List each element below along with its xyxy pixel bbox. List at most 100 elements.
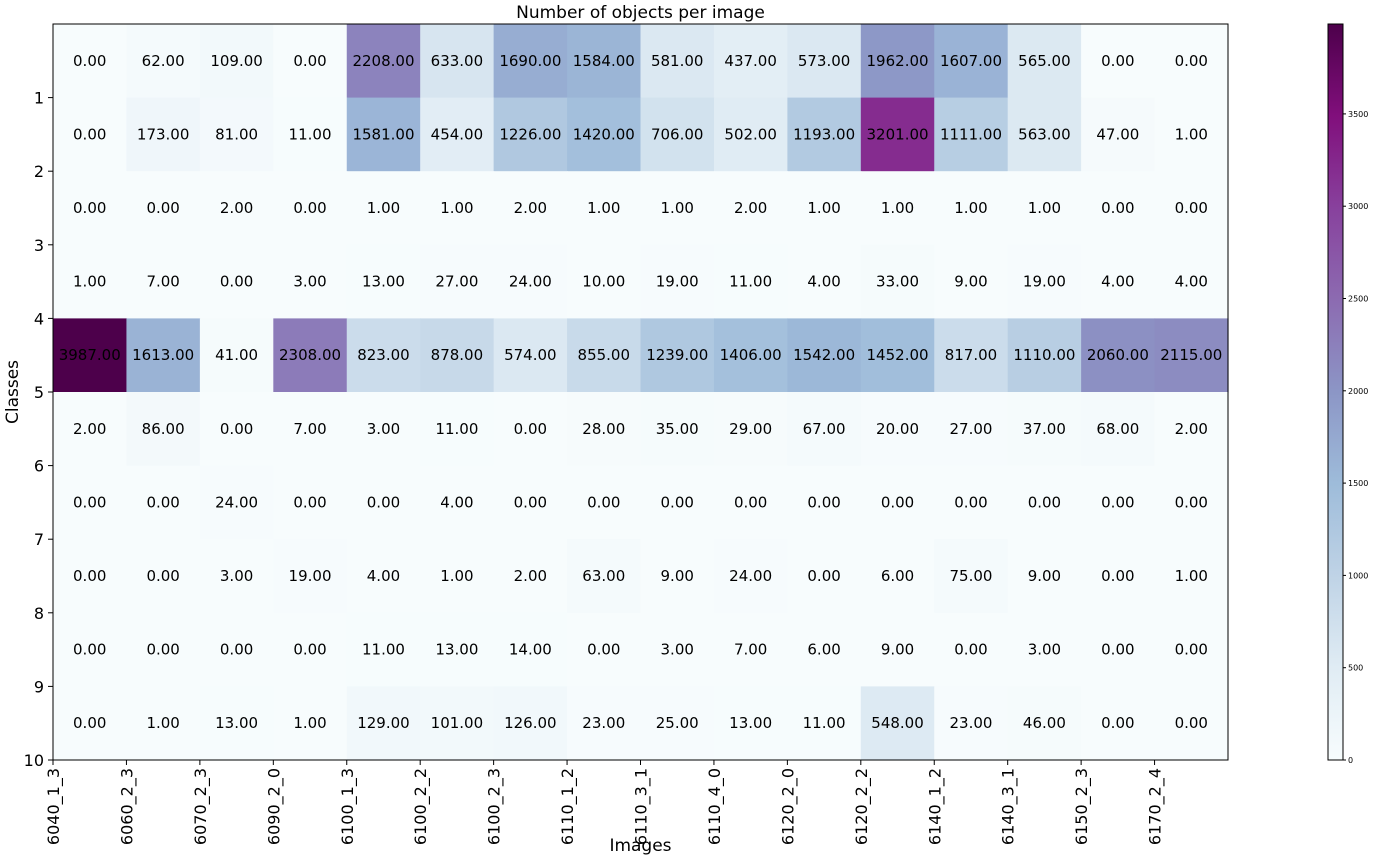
heatmap-cell	[273, 171, 348, 246]
cell-value-label: 6.00	[881, 567, 914, 585]
cell-value-label: 1.00	[440, 199, 473, 217]
x-tick-label: 6070_2_3	[191, 768, 211, 845]
heatmap-cell	[860, 97, 935, 172]
cell-value-label: 0.00	[661, 493, 694, 511]
cell-value-label: 1452.00	[867, 346, 929, 364]
heatmap-cell	[787, 686, 862, 761]
cell-value-label: 14.00	[509, 641, 552, 659]
cell-value-label: 1239.00	[646, 346, 708, 364]
heatmap-cell	[53, 24, 128, 99]
heatmap-cell	[640, 171, 715, 246]
y-tick-label: 5	[34, 383, 44, 402]
x-tick-label: 6060_2_3	[117, 768, 137, 845]
cell-value-label: 0.00	[73, 714, 106, 732]
x-tick-label: 6120_2_2	[852, 768, 872, 845]
cell-value-label: 0.00	[73, 125, 106, 143]
heatmap-cell	[640, 318, 715, 393]
heatmap-cell	[713, 97, 788, 172]
cell-value-label: 0.00	[1175, 714, 1208, 732]
heatmap-cells	[53, 24, 1229, 761]
cell-value-label: 1.00	[1175, 125, 1208, 143]
cell-value-label: 1.00	[807, 199, 840, 217]
heatmap-cell	[567, 318, 642, 393]
heatmap-cell	[640, 392, 715, 467]
heatmap-cell	[1154, 539, 1229, 614]
cell-value-label: 0.00	[1101, 199, 1134, 217]
heatmap-cell	[1007, 686, 1082, 761]
heatmap-cell	[1007, 539, 1082, 614]
cell-value-label: 2.00	[514, 199, 547, 217]
cell-value-label: 2.00	[1175, 420, 1208, 438]
cell-value-label: 1111.00	[940, 125, 1002, 143]
cell-value-label: 101.00	[431, 714, 484, 732]
cell-value-label: 2208.00	[352, 52, 414, 70]
heatmap-cell	[1081, 97, 1156, 172]
cell-value-label: 37.00	[1023, 420, 1066, 438]
heatmap-cell	[199, 392, 274, 467]
heatmap-cell	[126, 244, 201, 319]
cell-value-label: 0.00	[1101, 493, 1134, 511]
cell-value-label: 823.00	[357, 346, 410, 364]
cell-value-label: 0.00	[293, 493, 326, 511]
y-tick-label: 6	[34, 457, 44, 476]
x-tick-label: 6100_1_3	[338, 768, 358, 845]
heatmap-cell	[1081, 539, 1156, 614]
heatmap-cell	[567, 539, 642, 614]
cell-value-label: 1607.00	[940, 52, 1002, 70]
heatmap-cell	[493, 392, 568, 467]
cell-value-label: 19.00	[289, 567, 332, 585]
cell-value-label: 437.00	[724, 52, 777, 70]
heatmap-cell	[1007, 392, 1082, 467]
heatmap-cell	[1081, 686, 1156, 761]
heatmap-cell	[787, 171, 862, 246]
cell-value-label: 7.00	[293, 420, 326, 438]
cell-value-label: 9.00	[1028, 567, 1061, 585]
cell-value-label: 3.00	[661, 641, 694, 659]
cell-value-label: 0.00	[734, 493, 767, 511]
cell-value-label: 0.00	[954, 493, 987, 511]
cell-value-label: 633.00	[431, 52, 484, 70]
cell-value-label: 20.00	[876, 420, 919, 438]
cell-value-label: 11.00	[803, 714, 846, 732]
heatmap-cell	[420, 686, 495, 761]
heatmap-cell	[53, 171, 128, 246]
cell-value-label: 0.00	[293, 641, 326, 659]
cell-value-label: 2115.00	[1160, 346, 1222, 364]
cell-value-label: 1406.00	[720, 346, 782, 364]
cell-value-label: 11.00	[729, 273, 772, 291]
heatmap-cell	[493, 686, 568, 761]
heatmap-cell	[199, 97, 274, 172]
cell-value-label: 817.00	[945, 346, 998, 364]
cell-value-label: 1.00	[954, 199, 987, 217]
y-tick-label: 8	[34, 604, 44, 623]
cell-value-label: 75.00	[949, 567, 992, 585]
cell-value-label: 0.00	[293, 52, 326, 70]
cell-value-label: 2.00	[514, 567, 547, 585]
heatmap-cell	[346, 171, 421, 246]
x-tick-label: 6040_1_3	[44, 768, 64, 845]
cell-value-label: 0.00	[1028, 493, 1061, 511]
x-tick-label: 6140_3_1	[999, 768, 1019, 845]
cell-value-label: 855.00	[578, 346, 631, 364]
heatmap-cell	[53, 392, 128, 467]
cell-value-label: 2.00	[220, 199, 253, 217]
heatmap-cell	[493, 24, 568, 99]
heatmap-cell	[53, 612, 128, 687]
cell-value-label: 10.00	[582, 273, 625, 291]
cell-value-label: 4.00	[1101, 273, 1134, 291]
cell-value-label: 706.00	[651, 125, 704, 143]
cell-value-label: 1420.00	[573, 125, 635, 143]
cell-value-label: 1.00	[146, 714, 179, 732]
x-tick-label: 6090_2_0	[264, 768, 284, 845]
cell-value-label: 3.00	[293, 273, 326, 291]
cell-value-label: 62.00	[142, 52, 185, 70]
heatmap-cell	[713, 392, 788, 467]
cell-value-label: 47.00	[1096, 125, 1139, 143]
colorbar-tick-label: 3000	[1348, 202, 1368, 211]
colorbar-tick-label: 1500	[1348, 479, 1368, 488]
heatmap-cell	[53, 244, 128, 319]
x-tick-label: 6100_2_3	[485, 768, 505, 845]
cell-value-label: 41.00	[215, 346, 258, 364]
heatmap-cell	[493, 465, 568, 540]
heatmap-cell	[934, 539, 1009, 614]
